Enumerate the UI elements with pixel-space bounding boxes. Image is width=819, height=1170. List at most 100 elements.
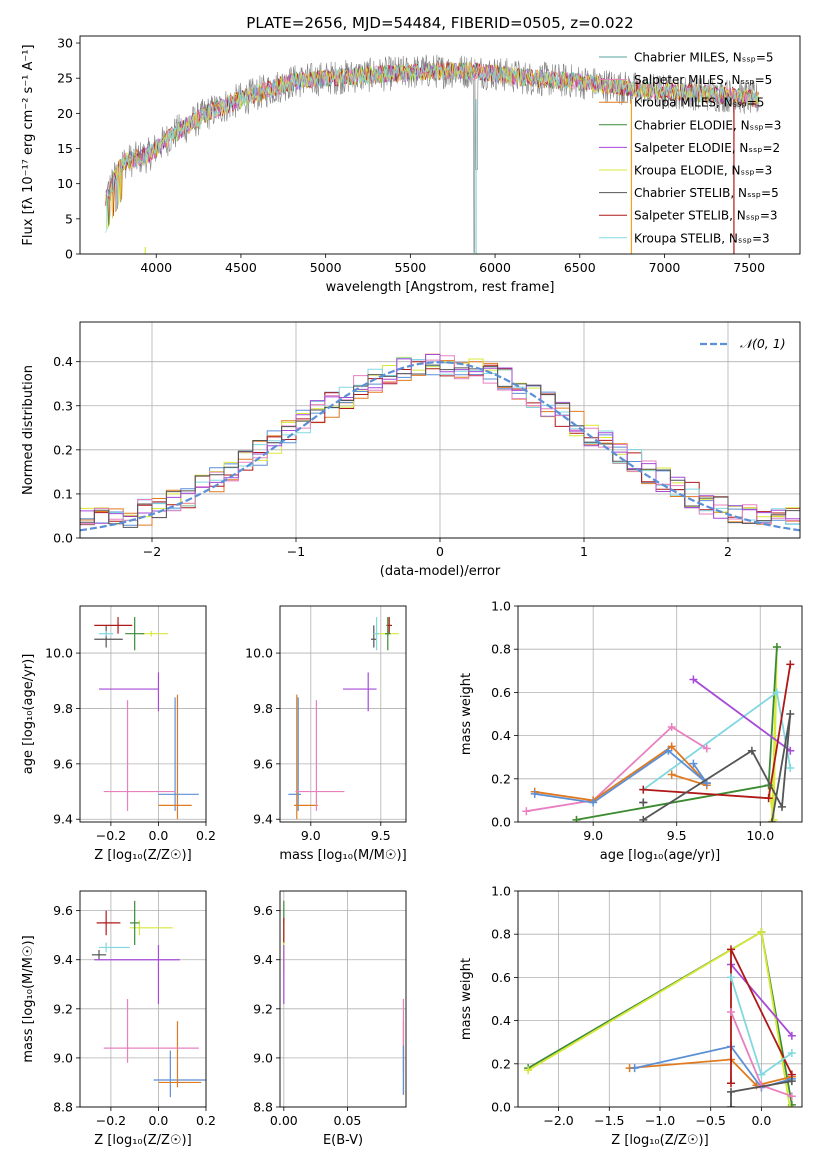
series-marker — [787, 1092, 796, 1101]
y-tick-label: 9.6 — [53, 756, 73, 771]
x-tick-label: 9.0 — [583, 828, 603, 843]
y-tick-label: 15 — [57, 141, 73, 156]
series-marker — [777, 802, 786, 811]
series-marker — [524, 1066, 533, 1075]
series-marker — [727, 1103, 735, 1107]
y-tick-label: 0.4 — [491, 1013, 511, 1028]
series-line — [534, 745, 708, 802]
series-marker — [787, 1031, 796, 1040]
x-tick-label: 7500 — [733, 260, 765, 275]
spectrum-frame — [79, 35, 801, 255]
y-axis-label: mass weight — [459, 673, 474, 755]
figure-title: PLATE=2656, MJD=54484, FIBERID=0505, z=0… — [246, 14, 633, 32]
series-line — [642, 690, 792, 791]
x-tick-label: 5500 — [394, 260, 426, 275]
y-tick-label: 9.6 — [53, 903, 73, 918]
legend-label: Chabrier MILES, Nₛₛₚ=5 — [634, 51, 774, 65]
x-tick-label: 9.5 — [667, 828, 687, 843]
series-marker — [757, 928, 766, 937]
age_vs_mass-axes: 9.0 9.5 9.4 9.6 9.8 10.0 mass [log₁₀(M/M☉)] — [245, 606, 407, 863]
series-marker — [786, 764, 795, 772]
y-tick-label: 0.0 — [53, 531, 73, 546]
spectrum-legend: Chabrier MILES, Nₛₛₚ=5 Salpeter MILES, Nₛ… — [599, 51, 781, 245]
series-marker — [589, 798, 598, 807]
age_vs_Z-axes: −0.2 0.0 0.2 9.4 9.6 9.8 10.0 Z [log₁₀(Z/Z☉)] ag… — [21, 606, 216, 863]
x-tick-label: 10.0 — [746, 828, 774, 843]
x-tick-label: 0.05 — [334, 1113, 362, 1128]
x-axis-label: mass [log₁₀(M/M☉)] — [279, 848, 406, 863]
y-tick-label: 9.4 — [253, 812, 273, 827]
age_vs_mass-frame — [279, 605, 407, 823]
series-line — [629, 1058, 793, 1087]
x-tick-label: 0 — [436, 544, 444, 559]
series-marker — [702, 744, 711, 753]
x-tick-label: −1.0 — [645, 1113, 675, 1128]
y-tick-label: 10.0 — [245, 646, 273, 661]
age_vs_mass-errorbars — [288, 617, 399, 820]
series-marker — [667, 742, 676, 751]
massweight_vs_age-frame — [517, 605, 803, 823]
residuals-frame — [79, 321, 801, 539]
series-marker — [786, 660, 795, 669]
series-marker — [787, 1077, 796, 1086]
y-tick-label: 9.2 — [253, 1001, 273, 1016]
mass_vs_Z-frame — [79, 890, 207, 1108]
y-tick-label: 1.0 — [491, 599, 511, 614]
mass_vs_EBV-axes: 0.00 0.05 8.8 9.0 9.2 9.4 9.6 E(B-V) — [253, 891, 406, 1148]
legend-label: 𝒩(0, 1) — [740, 336, 786, 351]
y-tick-label: 8.8 — [53, 1100, 73, 1115]
y-tick-label: 0.1 — [53, 486, 73, 501]
series-line — [634, 1045, 793, 1089]
y-tick-label: 0.8 — [491, 927, 511, 942]
series-line — [534, 749, 708, 804]
x-tick-label: 6500 — [564, 260, 596, 275]
y-tick-label: 9.4 — [253, 952, 273, 967]
massweight_vs_Z-axes: −2.0 −1.5 −1.0 −0.5 0.0 0.0 0.2 0.4 0.6 0.8 1.0 Z [… — [459, 884, 802, 1148]
y-tick-label: 0.4 — [53, 354, 73, 369]
massweight_vs_Z-series — [524, 928, 796, 1107]
x-axis-label: Z [log₁₀(Z/Z☉)] — [94, 1133, 191, 1148]
series-marker — [727, 1079, 735, 1088]
y-tick-label: 9.0 — [253, 1050, 273, 1065]
y-tick-label: 0.0 — [491, 1100, 511, 1115]
x-tick-label: 5000 — [310, 260, 342, 275]
mass_vs_Z-axes: −0.2 0.0 0.2 8.8 9.0 9.2 9.4 9.6 Z [log₁₀(Z/Z☉)]… — [21, 891, 216, 1148]
y-tick-label: 5 — [65, 211, 73, 226]
y-tick-label: 10.0 — [45, 646, 73, 661]
series-marker — [689, 675, 698, 684]
y-tick-label: 0.6 — [491, 685, 511, 700]
x-tick-label: −0.2 — [96, 1113, 126, 1128]
y-tick-label: 0.2 — [491, 1056, 511, 1071]
y-tick-label: 1.0 — [491, 884, 511, 899]
gaussian-curve — [80, 360, 800, 532]
series-marker — [667, 770, 676, 779]
legend-label: Kroupa ELODIE, Nₛₛₚ=3 — [634, 164, 772, 178]
y-tick-label: 0.6 — [491, 970, 511, 985]
x-tick-label: 0.2 — [196, 828, 216, 843]
x-tick-label: 9.0 — [301, 828, 321, 843]
series-marker — [572, 815, 581, 822]
series-marker — [664, 746, 673, 755]
series-marker — [772, 688, 781, 697]
x-tick-label: −1 — [287, 544, 305, 559]
x-tick-label: −2 — [143, 544, 161, 559]
legend-label: Chabrier ELODIE, Nₛₛₚ=3 — [634, 118, 781, 132]
x-axis-label: age [log₁₀(age/yr)] — [600, 848, 721, 863]
spectrum-series-line — [105, 61, 760, 231]
series-marker — [772, 643, 781, 652]
x-tick-label: 6000 — [479, 260, 511, 275]
residuals-legend: 𝒩(0, 1) — [700, 336, 786, 351]
y-tick-label: 9.2 — [53, 1001, 73, 1016]
mass_vs_Z-errorbars — [91, 900, 206, 1098]
y-axis-label: Flux [fλ 10⁻¹⁷ erg cm⁻² s⁻¹ A⁻¹] — [21, 44, 36, 245]
x-tick-label: 4000 — [140, 260, 172, 275]
series-marker — [787, 1049, 796, 1057]
y-axis-label: mass [log₁₀(M/M☉)] — [21, 935, 36, 1062]
series-line — [692, 678, 791, 752]
x-axis-label: (data-model)/error — [380, 564, 501, 579]
y-tick-label: 25 — [57, 71, 73, 86]
series-marker — [639, 785, 648, 794]
x-tick-label: 7000 — [649, 260, 681, 275]
y-tick-label: 0.2 — [491, 771, 511, 786]
y-axis-label: mass weight — [459, 958, 474, 1040]
